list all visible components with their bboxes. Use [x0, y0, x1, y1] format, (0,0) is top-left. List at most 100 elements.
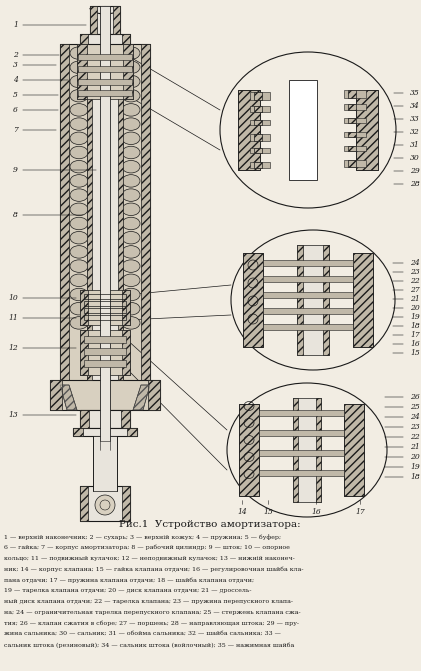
Bar — [77, 44, 87, 99]
Text: 35: 35 — [410, 89, 420, 97]
Text: 22: 22 — [410, 433, 420, 441]
Bar — [348, 104, 356, 110]
Bar — [263, 324, 353, 330]
Text: 21: 21 — [410, 295, 420, 303]
Bar — [263, 276, 353, 282]
Bar — [254, 106, 262, 112]
Bar — [263, 292, 353, 298]
Bar — [289, 80, 317, 180]
Bar — [84, 301, 126, 306]
Bar — [80, 34, 88, 44]
Ellipse shape — [70, 274, 88, 287]
Bar — [238, 90, 260, 170]
Text: 17: 17 — [410, 331, 420, 339]
Bar — [348, 160, 356, 167]
Ellipse shape — [70, 118, 88, 130]
Bar — [259, 410, 344, 416]
Text: 3: 3 — [13, 61, 18, 69]
Bar — [263, 308, 353, 314]
Polygon shape — [133, 385, 150, 410]
Text: ный диск клапана отдачи; 22 — тарелка клапана; 23 — пружина перепускного клапа-: ный диск клапана отдачи; 22 — тарелка кл… — [4, 599, 293, 604]
Bar — [344, 90, 366, 98]
Text: 24: 24 — [410, 413, 420, 421]
Bar — [122, 330, 130, 375]
Text: 15: 15 — [410, 349, 420, 357]
Text: 21: 21 — [410, 443, 420, 451]
Bar — [84, 315, 126, 320]
Ellipse shape — [122, 231, 140, 244]
Bar — [250, 134, 270, 141]
Bar — [127, 428, 137, 436]
Ellipse shape — [70, 47, 88, 59]
Bar — [243, 253, 263, 347]
Ellipse shape — [70, 89, 88, 102]
Bar — [50, 380, 160, 410]
Ellipse shape — [220, 52, 396, 208]
Ellipse shape — [122, 303, 140, 315]
Text: 1: 1 — [13, 21, 18, 29]
Bar — [316, 398, 321, 502]
Bar — [84, 348, 126, 355]
Text: 6 — гайка; 7 — корпус амортизатора; 8 — рабочий цилиндр; 9 — шток; 10 — опорное: 6 — гайка; 7 — корпус амортизатора; 8 — … — [4, 545, 290, 550]
Bar — [123, 44, 133, 99]
Ellipse shape — [122, 118, 140, 130]
Ellipse shape — [122, 203, 140, 215]
Bar — [254, 148, 262, 153]
Bar — [118, 44, 123, 380]
Ellipse shape — [70, 289, 88, 301]
Bar — [344, 404, 364, 496]
Text: 15: 15 — [263, 508, 273, 516]
Text: жина сальника; 30 — сальник; 31 — обойма сальника; 32 — шайба сальника; 33 —: жина сальника; 30 — сальник; 31 — обойма… — [4, 631, 281, 636]
Bar — [250, 120, 270, 125]
Bar — [80, 290, 88, 325]
Text: на; 24 — ограничительная тарелка перепускного клапана; 25 — стержень клапана сжа: на; 24 — ограничительная тарелка перепус… — [4, 609, 301, 615]
Ellipse shape — [70, 303, 88, 315]
Bar — [348, 146, 356, 151]
Bar — [78, 66, 132, 72]
Text: 19: 19 — [410, 463, 420, 471]
Bar — [77, 44, 133, 99]
Bar — [60, 44, 69, 385]
Ellipse shape — [70, 132, 88, 144]
Bar — [250, 162, 270, 168]
Bar — [80, 34, 130, 44]
Bar — [254, 120, 262, 125]
Bar — [122, 290, 130, 325]
Text: сальник штока (резиновый); 34 — сальник штока (войлочный); 35 — нажимная шайба: сальник штока (резиновый); 34 — сальник … — [4, 642, 294, 648]
Bar — [250, 148, 270, 153]
Bar — [293, 398, 298, 502]
Bar — [78, 90, 132, 96]
Ellipse shape — [122, 246, 140, 258]
Bar — [344, 104, 366, 110]
Ellipse shape — [231, 230, 395, 370]
Text: 28: 28 — [410, 180, 420, 188]
Text: 20: 20 — [410, 453, 420, 461]
Bar — [80, 290, 130, 325]
Text: 6: 6 — [13, 106, 18, 114]
Bar — [50, 380, 62, 410]
Text: 7: 7 — [13, 126, 18, 134]
Ellipse shape — [122, 174, 140, 187]
Ellipse shape — [122, 217, 140, 229]
Ellipse shape — [70, 189, 88, 201]
Bar — [84, 294, 126, 299]
Text: 23: 23 — [410, 268, 420, 276]
Text: 23: 23 — [410, 423, 420, 431]
Text: 20: 20 — [410, 304, 420, 312]
Bar — [80, 410, 130, 428]
Text: 27: 27 — [410, 286, 420, 294]
Bar — [80, 330, 130, 375]
Ellipse shape — [122, 61, 140, 74]
Bar — [254, 134, 262, 141]
Bar — [239, 404, 259, 496]
Text: кольцо; 11 — подвижный кулачок; 12 — неподвижный кулачок; 13 — нижній наконеч-: кольцо; 11 — подвижный кулачок; 12 — неп… — [4, 556, 295, 561]
Bar — [148, 380, 160, 410]
Text: 2: 2 — [13, 51, 18, 59]
Text: 1 — верхній наконечник; 2 — сухарь; 3 — верхній кожух; 4 — пружина; 5 — буфер;: 1 — верхній наконечник; 2 — сухарь; 3 — … — [4, 534, 281, 539]
Bar — [259, 450, 344, 456]
Ellipse shape — [227, 383, 387, 517]
Bar — [87, 44, 123, 380]
Ellipse shape — [70, 217, 88, 229]
Text: пана отдачи; 17 — пружина клапана отдачи; 18 — шайба клапана отдачи;: пана отдачи; 17 — пружина клапана отдачи… — [4, 577, 254, 583]
Ellipse shape — [70, 246, 88, 258]
